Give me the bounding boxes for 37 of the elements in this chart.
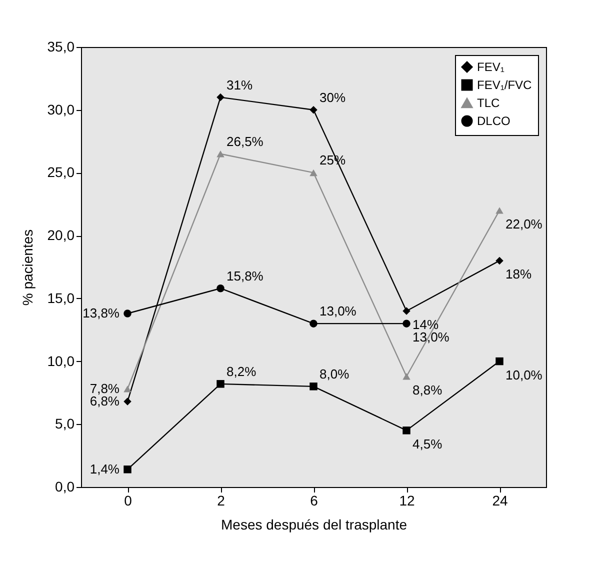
data-label: 31% [226,77,253,92]
x-tick-label: 2 [217,492,226,508]
y-tick-label: 20,0 [47,227,75,244]
data-label: 4,5% [412,436,443,452]
y-tick-label: 30,0 [47,101,75,118]
data-label: 1,4% [90,461,120,476]
legend-label: DLCO [477,114,510,128]
legend-label: FEV₁/FVC [477,78,532,92]
data-label: 10,0% [506,367,543,382]
y-tick-label: 10,0 [47,352,75,369]
y-tick-label: 25,0 [47,164,75,180]
data-label: 8,2% [226,364,257,379]
y-axis-title: % pacientes [19,229,36,306]
legend-label: FEV₁ [477,60,504,74]
legend-label: TLC [477,96,500,110]
data-label: 15,8% [226,268,264,284]
data-label: 7,8% [90,380,120,396]
data-label: 13,0% [320,304,357,319]
data-label: 14% [412,317,439,332]
data-label: 18% [506,266,532,282]
y-tick-label: 0,0 [55,478,75,494]
y-tick-label: 5,0 [55,416,75,432]
data-label: 8,8% [412,382,443,398]
data-label: 13,0% [412,330,450,345]
x-tick-label: 24 [492,492,508,508]
data-label: 26,5% [226,134,264,149]
data-label: 22,0% [506,216,543,232]
x-tick-label: 0 [124,492,132,508]
data-label: 13,8% [82,306,120,321]
y-tick-label: 15,0 [47,290,75,306]
data-label: 30% [320,90,346,105]
x-tick-label: 12 [399,492,415,508]
data-label: 6,8% [90,394,120,409]
x-tick-label: 6 [310,492,318,508]
y-tick-label: 35,0 [47,38,75,54]
data-label: 8,0% [320,366,350,382]
x-axis-title: Meses después del trasplante [221,516,408,532]
